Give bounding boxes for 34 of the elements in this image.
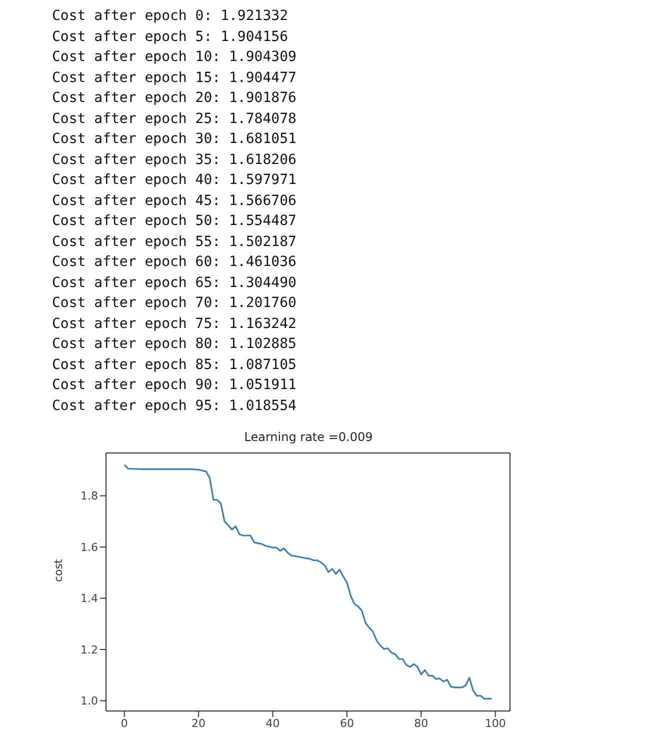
y-tick-label: 1.6 (80, 540, 98, 554)
text: Cost after epoch 55: 1.502187 (52, 232, 298, 252)
x-tick-label: 0 (120, 716, 128, 730)
y-tick-label: 1.8 (80, 490, 98, 503)
text: Cost after epoch 15: 1.904477 (52, 68, 298, 88)
x-tick-label: 60 (340, 716, 354, 730)
chart-title: Learning rate =0.009 (243, 430, 374, 446)
x-tick-label: 100 (484, 716, 506, 730)
text: Cost after epoch 40: 1.597971 (52, 171, 298, 190)
text: Cost after epoch 75: 1.163242 (52, 314, 298, 334)
text: Cost after epoch 5: 1.904156 (52, 28, 290, 46)
text: Cost after epoch 50: 1.554487 (52, 212, 298, 231)
text: Cost after epoch 90: 1.051911 (52, 376, 298, 395)
x-tick-label: 80 (414, 716, 428, 730)
text: Cost after epoch 20: 1.901876 (52, 89, 298, 108)
text: Cost after epoch 0: 1.921332 (52, 7, 290, 26)
y-tick-label: 1.0 (80, 694, 98, 708)
text: Cost after epoch 30: 1.681051 (52, 130, 298, 149)
text: Cost after epoch 85: 1.087105 (52, 356, 298, 374)
text: Cost after epoch 95: 1.018554 (52, 396, 298, 416)
y-tick-label: 1.4 (80, 592, 98, 606)
line-series (124, 464, 492, 700)
text: Cost after epoch 35: 1.618206 (52, 150, 298, 170)
y-tick-label: 1.2 (80, 643, 98, 656)
text: Cost after epoch 65: 1.304490 (52, 274, 298, 292)
x-tick-label: 40 (266, 716, 280, 730)
text: Cost after epoch 25: 1.784078 (52, 110, 298, 128)
text: Cost after epoch 10: 1.904309 (52, 48, 298, 67)
text: Cost after epoch 70: 1.201760 (52, 294, 298, 313)
x-tick-label: 20 (192, 716, 206, 730)
text: Cost after epoch 45: 1.566706 (52, 192, 298, 210)
text: Cost after epoch 80: 1.102885 (52, 335, 298, 354)
text: Cost after epoch 60: 1.461036 (52, 253, 298, 272)
y-axis-title: cost (52, 558, 65, 582)
